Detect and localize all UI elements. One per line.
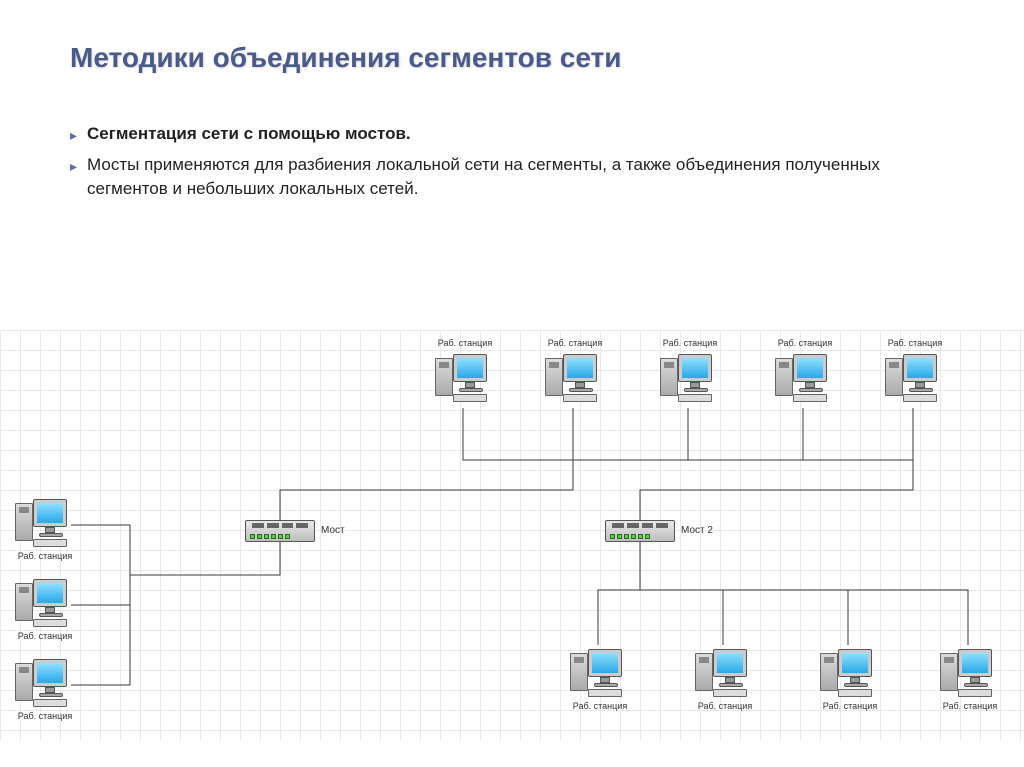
bridge-icon [245, 520, 315, 542]
page-title: Методики объединения сегментов сети [0, 0, 1024, 74]
workstation-icon [570, 645, 626, 703]
workstation-icon [435, 350, 491, 408]
workstation-label: Раб. станция [818, 701, 882, 711]
bullet-item: ▸ Мосты применяются для разбиения локаль… [70, 153, 950, 202]
wire [280, 460, 573, 520]
bullet-marker-icon: ▸ [70, 125, 77, 145]
wire [688, 408, 803, 460]
wire [640, 590, 723, 645]
workstation-icon [15, 655, 71, 713]
wire [463, 408, 573, 460]
bullet-item: ▸ Сегментация сети с помощью мостов. [70, 122, 950, 147]
wire [640, 460, 913, 520]
bridge-icon [605, 520, 675, 542]
workstation-icon [660, 350, 716, 408]
bullet-list: ▸ Сегментация сети с помощью мостов. ▸ М… [70, 122, 1024, 202]
workstation-label: Раб. станция [883, 338, 947, 348]
workstation-icon [820, 645, 876, 703]
workstation-label: Раб. станция [433, 338, 497, 348]
workstation-label: Раб. станция [13, 551, 77, 561]
workstation-label: Раб. станция [938, 701, 1002, 711]
wire [803, 408, 913, 460]
wire [71, 575, 130, 605]
wire [598, 542, 640, 645]
workstation-label: Раб. станция [658, 338, 722, 348]
network-diagram: Раб. станция Раб. станция Раб. станция Р… [0, 330, 1024, 740]
bullet-text: Мосты применяются для разбиения локально… [87, 153, 950, 202]
wire [71, 605, 130, 685]
bridge-label: Мост 2 [681, 525, 713, 536]
workstation-icon [775, 350, 831, 408]
workstation-icon [940, 645, 996, 703]
workstation-label: Раб. станция [693, 701, 757, 711]
workstation-icon [695, 645, 751, 703]
bullet-text: Сегментация сети с помощью мостов. [87, 122, 411, 147]
workstation-icon [545, 350, 601, 408]
wire [573, 408, 688, 460]
workstation-label: Раб. станция [568, 701, 632, 711]
wire [848, 590, 968, 645]
workstation-label: Раб. станция [13, 711, 77, 721]
workstation-icon [15, 495, 71, 553]
workstation-label: Раб. станция [13, 631, 77, 641]
bullet-marker-icon: ▸ [70, 156, 77, 176]
workstation-label: Раб. станция [773, 338, 837, 348]
workstation-icon [15, 575, 71, 633]
workstation-icon [885, 350, 941, 408]
bridge-label: Мост [321, 525, 345, 536]
workstation-label: Раб. станция [543, 338, 607, 348]
wire [723, 590, 848, 645]
